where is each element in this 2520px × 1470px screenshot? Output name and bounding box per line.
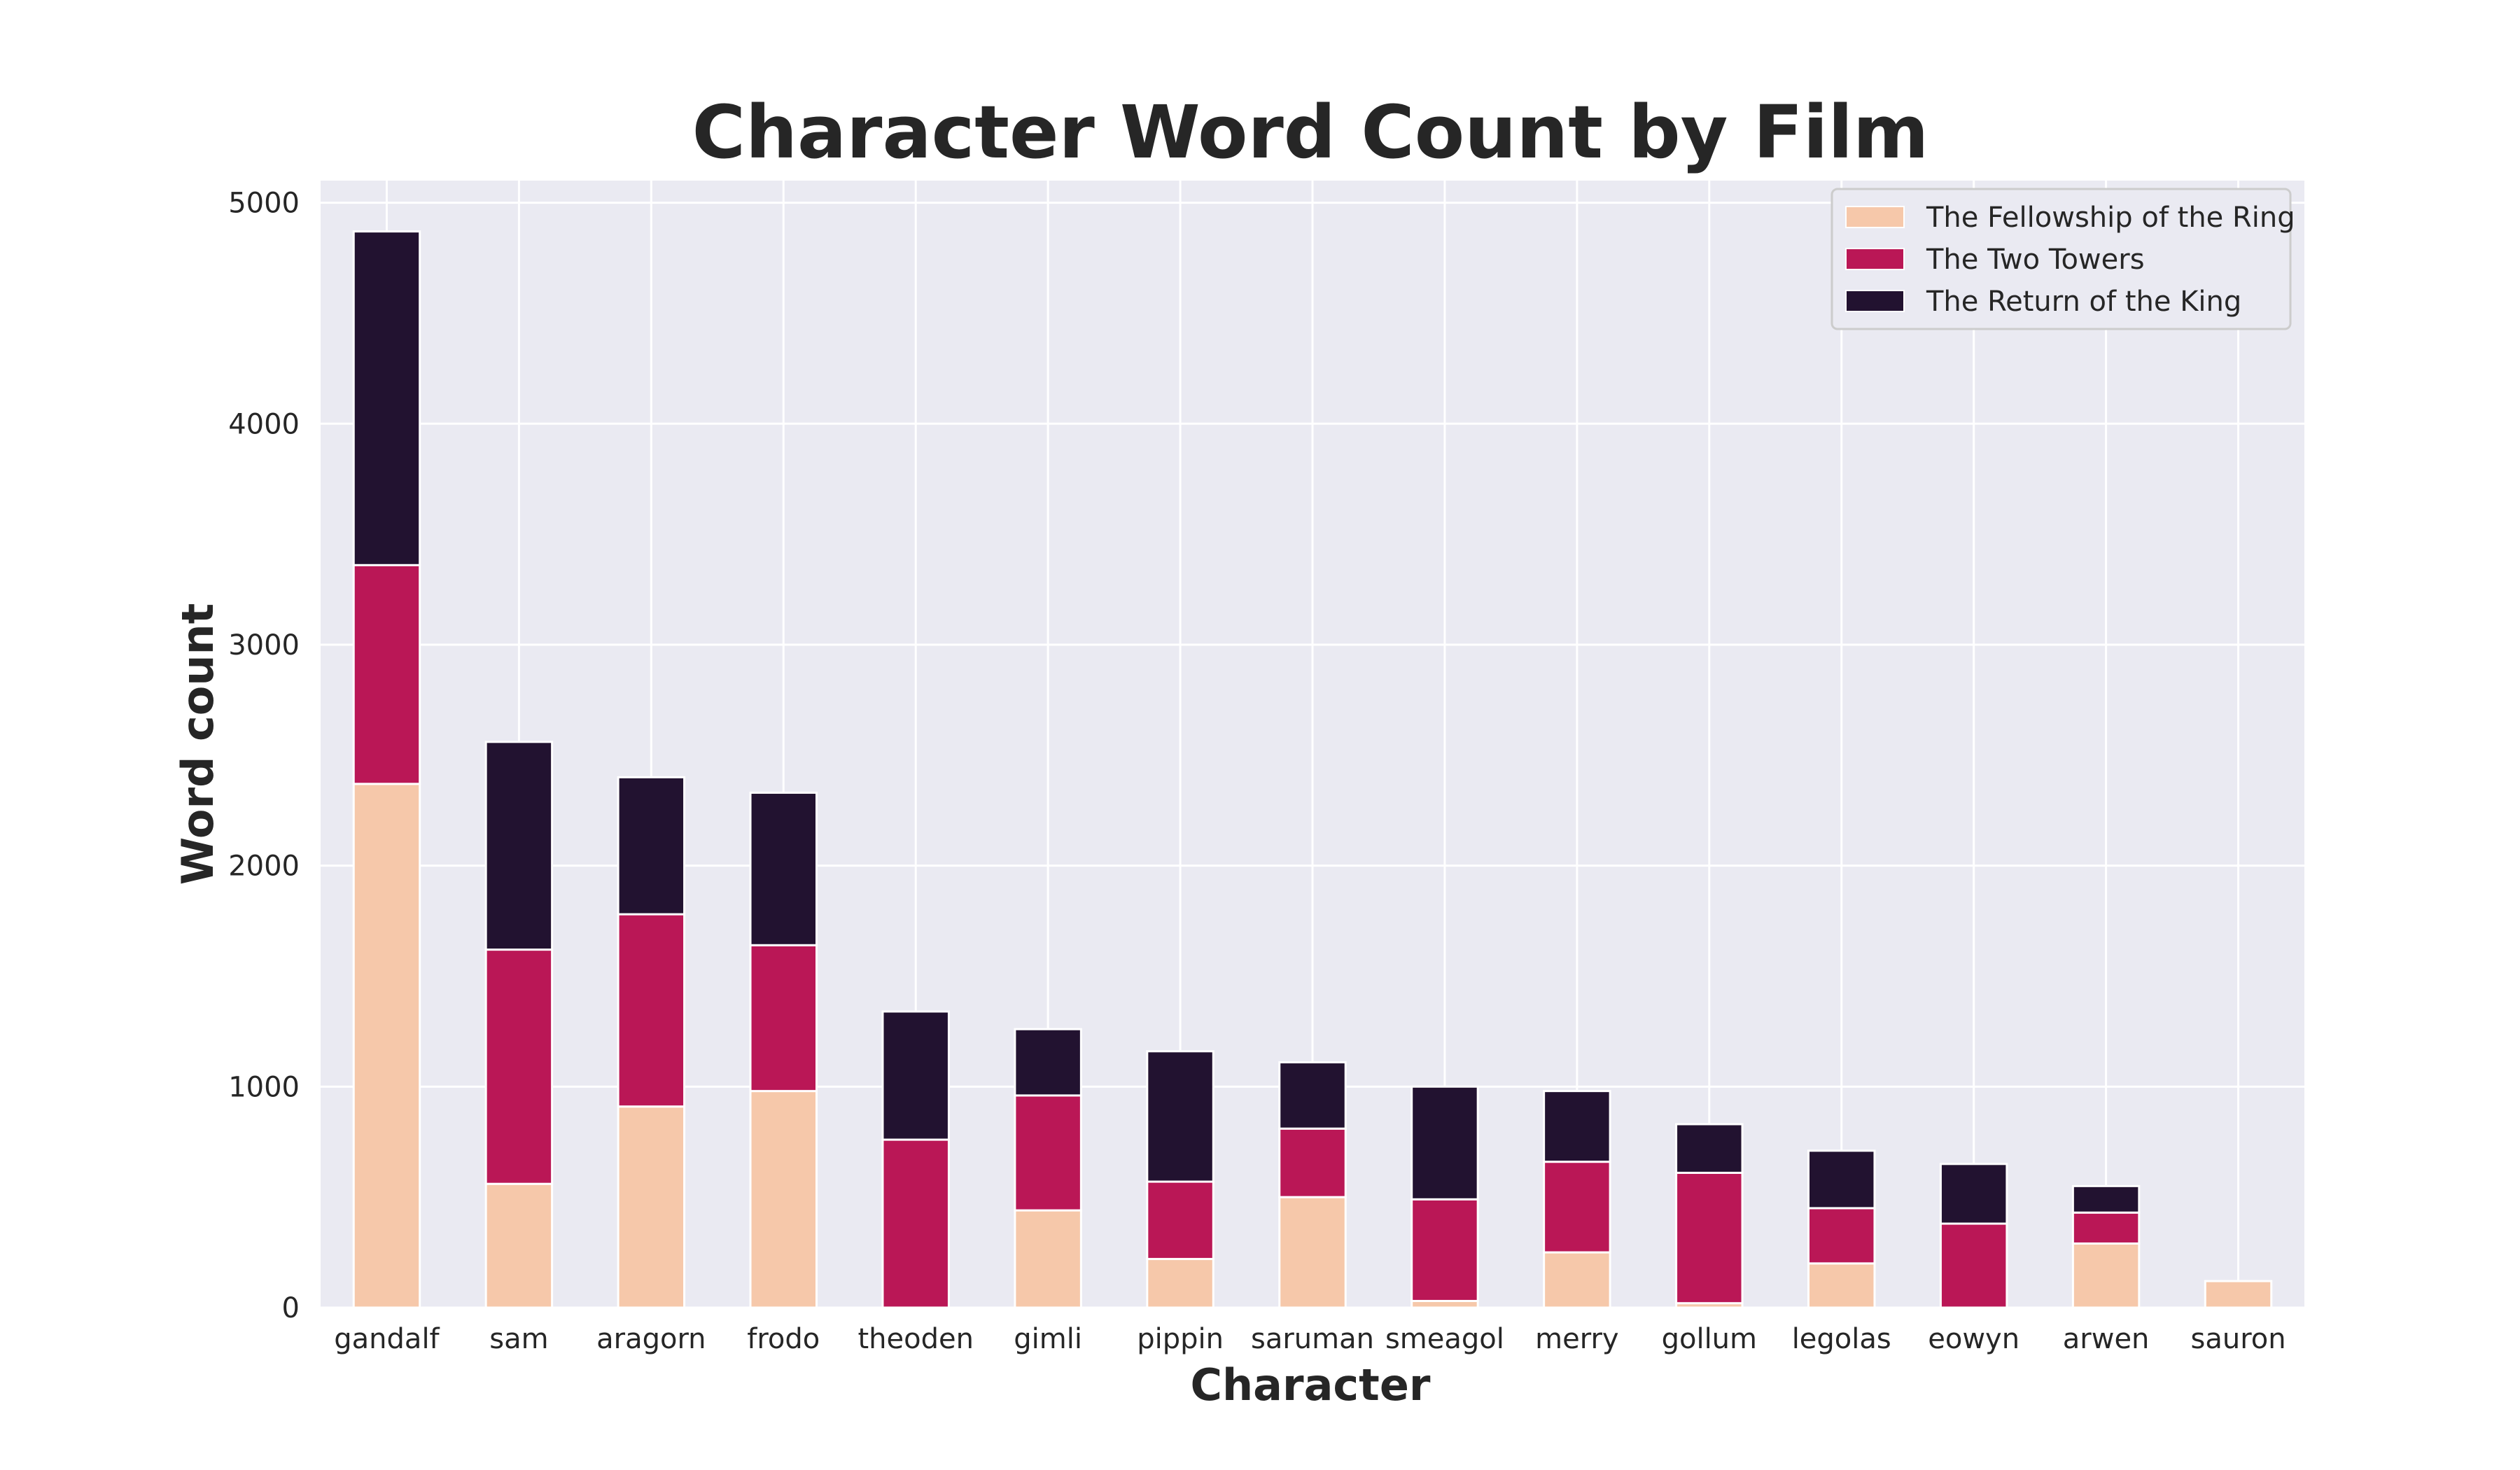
bar-sam-series-2[interactable] <box>484 741 554 951</box>
bar-gimli-series-0[interactable] <box>1014 1209 1082 1309</box>
y-tick-label: 5000 <box>228 188 300 220</box>
bar-frodo-series-0[interactable] <box>749 1090 818 1309</box>
bar-smeagol-series-2[interactable] <box>1410 1085 1479 1200</box>
bar-sauron-series-0[interactable] <box>2204 1280 2273 1309</box>
bars <box>352 230 2273 1309</box>
y-axis-label: Word count <box>172 603 223 886</box>
bar-gandalf-series-1[interactable] <box>352 564 421 785</box>
bar-merry-series-2[interactable] <box>1543 1090 1611 1163</box>
y-tick-label: 0 <box>282 1292 300 1324</box>
y-tick-label: 3000 <box>228 629 300 662</box>
bar-gollum-series-1[interactable] <box>1675 1171 1744 1305</box>
x-tick-label-eowyn: eowyn <box>1928 1323 2019 1355</box>
bar-arwen-series-0[interactable] <box>2071 1242 2141 1309</box>
bar-arwen-series-2[interactable] <box>2071 1184 2141 1214</box>
bar-eowyn-series-2[interactable] <box>1939 1163 2008 1225</box>
bar-arwen-series-1[interactable] <box>2071 1211 2141 1245</box>
bar-pippin-series-2[interactable] <box>1146 1050 1214 1183</box>
bar-merry-series-0[interactable] <box>1543 1251 1611 1309</box>
bar-gimli-series-1[interactable] <box>1014 1094 1082 1212</box>
bar-saruman-series-2[interactable] <box>1278 1061 1347 1130</box>
bar-gollum-series-2[interactable] <box>1675 1123 1744 1174</box>
legend[interactable]: The Fellowship of the Ring The Two Tower… <box>1830 188 2295 330</box>
x-tick-label-smeagol: smeagol <box>1385 1323 1504 1355</box>
chart-title: Character Word Count by Film <box>692 90 1929 175</box>
bar-gandalf-series-2[interactable] <box>352 230 421 566</box>
legend-swatch-return-king <box>1845 290 1905 312</box>
x-axis-label: Character <box>1191 1359 1431 1410</box>
bar-pippin-series-1[interactable] <box>1146 1180 1214 1261</box>
x-tick-label-aragorn: aragorn <box>596 1323 706 1355</box>
x-tick-label-merry: merry <box>1535 1323 1618 1355</box>
bar-saruman-series-0[interactable] <box>1278 1196 1347 1309</box>
x-tick-label-frodo: frodo <box>747 1323 820 1355</box>
bar-sam-series-1[interactable] <box>484 948 554 1185</box>
x-tick-label-pippin: pippin <box>1137 1323 1224 1355</box>
bar-pippin-series-0[interactable] <box>1146 1258 1214 1309</box>
y-tick-label: 1000 <box>228 1071 300 1103</box>
x-tick-label-sauron: sauron <box>2190 1323 2286 1355</box>
bar-gandalf-series-0[interactable] <box>352 783 421 1309</box>
legend-swatch-two-towers <box>1845 248 1905 270</box>
legend-swatch-fellowship <box>1845 206 1905 228</box>
bar-aragorn-series-1[interactable] <box>617 913 686 1108</box>
x-tick-label-gandalf: gandalf <box>334 1323 440 1355</box>
bar-frodo-series-1[interactable] <box>749 944 818 1093</box>
x-tick-label-gimli: gimli <box>1014 1323 1082 1355</box>
bar-gimli-series-2[interactable] <box>1014 1028 1082 1097</box>
y-tick-label: 4000 <box>228 408 300 440</box>
tick-labels: 0 1000 2000 3000 4000 5000 gandalf sam aragorn fr… <box>228 188 2286 1355</box>
bar-theoden-series-1[interactable] <box>881 1138 950 1309</box>
bar-theoden-series-2[interactable] <box>881 1010 950 1141</box>
x-tick-label-arwen: arwen <box>2063 1323 2150 1355</box>
x-tick-label-legolas: legolas <box>1792 1323 1891 1355</box>
bar-sam-series-0[interactable] <box>484 1182 554 1309</box>
x-tick-label-theoden: theoden <box>858 1323 973 1355</box>
x-tick-label-gollum: gollum <box>1662 1323 1757 1355</box>
bar-eowyn-series-1[interactable] <box>1939 1222 2008 1309</box>
y-tick-label: 2000 <box>228 850 300 883</box>
bar-saruman-series-1[interactable] <box>1278 1127 1347 1198</box>
bar-legolas-series-1[interactable] <box>1807 1207 1876 1265</box>
x-tick-label-saruman: saruman <box>1251 1323 1374 1355</box>
legend-label-fellowship: The Fellowship of the Ring <box>1926 202 2295 234</box>
bar-merry-series-1[interactable] <box>1543 1161 1611 1254</box>
bar-aragorn-series-0[interactable] <box>617 1105 686 1309</box>
bar-legolas-series-2[interactable] <box>1807 1149 1876 1210</box>
x-tick-label-sam: sam <box>489 1323 548 1355</box>
legend-box <box>1830 188 2292 330</box>
legend-label-two-towers: The Two Towers <box>1926 244 2145 276</box>
bar-frodo-series-2[interactable] <box>749 791 818 946</box>
bar-legolas-series-0[interactable] <box>1807 1262 1876 1309</box>
legend-label-return-king: The Return of the King <box>1926 286 2241 318</box>
bar-smeagol-series-1[interactable] <box>1410 1198 1479 1303</box>
bar-aragorn-series-2[interactable] <box>617 776 686 916</box>
